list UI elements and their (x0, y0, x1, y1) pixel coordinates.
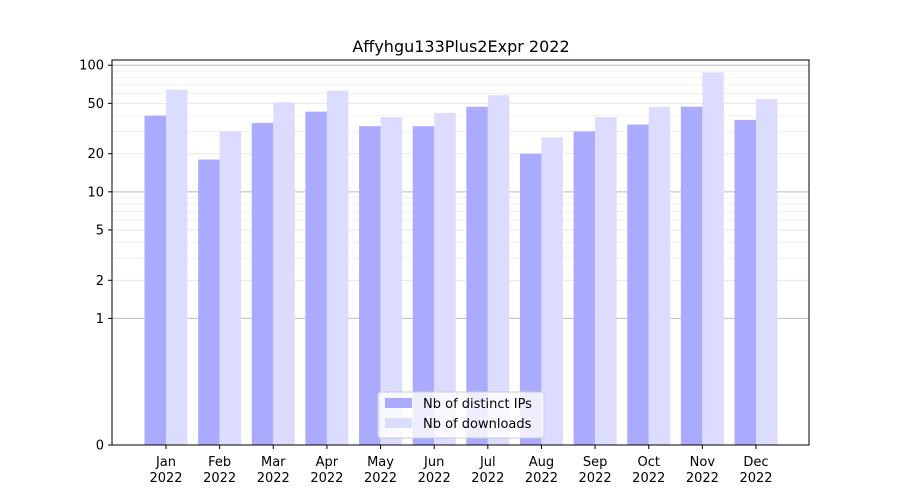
x-tick-label: Apr 2022 (310, 455, 343, 486)
bar (305, 111, 327, 445)
bar (734, 119, 756, 445)
legend-label: Nb of downloads (423, 417, 532, 432)
y-tick-label: 20 (87, 147, 104, 162)
bar (144, 115, 166, 445)
chart-title: Affyhgu133Plus2Expr 2022 (352, 37, 569, 56)
legend-swatch (385, 418, 412, 428)
bar (198, 159, 220, 445)
bar (487, 95, 510, 445)
bar (648, 106, 671, 445)
x-tick-label: Nov 2022 (686, 455, 719, 486)
bar (702, 72, 724, 446)
y-tick-label: 0 (96, 439, 104, 454)
legend: Nb of distinct IPs Nb of downloads (377, 391, 545, 439)
bar (219, 131, 242, 445)
x-tick-label: Dec 2022 (739, 455, 772, 486)
bar (466, 106, 488, 445)
x-tick-label: May 2022 (364, 455, 397, 486)
y-tick-label: 1 (96, 312, 104, 327)
bar (541, 137, 563, 446)
y-tick-label: 50 (87, 97, 104, 112)
bar (359, 126, 381, 446)
bar (380, 117, 403, 446)
x-tick-label: Feb 2022 (203, 455, 236, 486)
bar (166, 89, 188, 445)
bar (756, 99, 778, 445)
y-tick-label: 100 (79, 59, 104, 74)
x-tick-label: Oct 2022 (632, 455, 665, 486)
y-tick-label: 5 (96, 223, 104, 238)
bar (573, 131, 596, 445)
y-tick-label: 10 (87, 185, 104, 200)
bars (144, 72, 778, 446)
bar (627, 124, 649, 445)
y-axis: 0 1 2 5 10 20 50 100 (79, 59, 112, 454)
x-tick-label: Jul 2022 (471, 455, 504, 486)
bar (326, 90, 349, 445)
x-axis: Jan 2022 Feb 2022 Mar 2022 Apr 2022 May 2022 Jun 20… (149, 445, 773, 486)
x-tick-label: Aug 2022 (525, 455, 558, 486)
bar (595, 117, 617, 446)
x-tick-label: Jan 2022 (149, 455, 182, 486)
legend-label: Nb of distinct IPs (423, 397, 532, 412)
y-tick-label: 2 (96, 274, 104, 289)
bar (680, 106, 703, 445)
bar (434, 112, 456, 446)
legend-box (377, 391, 545, 439)
x-tick-label: Jun 2022 (418, 455, 451, 486)
x-tick-label: Mar 2022 (257, 455, 290, 486)
bar (412, 126, 435, 446)
bar (273, 102, 295, 445)
bar (251, 122, 274, 445)
x-tick-label: Sep 2022 (579, 455, 612, 486)
bar (519, 153, 542, 446)
legend-swatch (385, 398, 412, 408)
plot-frame (111, 59, 810, 446)
